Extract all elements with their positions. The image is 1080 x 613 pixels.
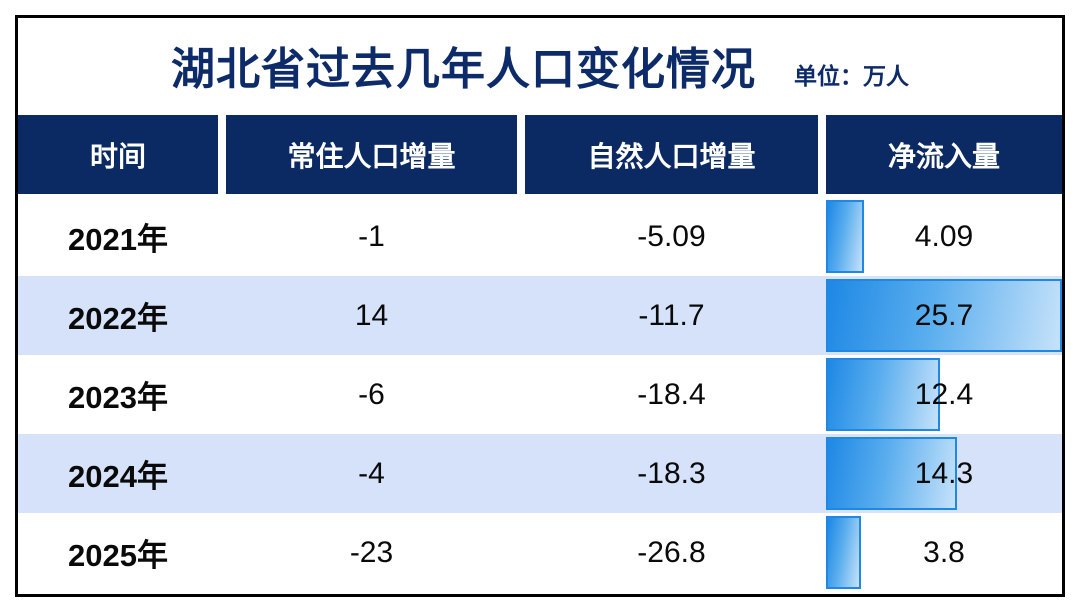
- column-header-resident-increment: 常住人口增量: [226, 115, 517, 194]
- resident-increment-cell: -6: [358, 377, 385, 411]
- net-inflow-bar: [826, 200, 864, 273]
- net-inflow-cell: 4.09: [826, 197, 1062, 276]
- net-inflow-value: 14.3: [914, 456, 974, 490]
- natural-increment-cell: -18.4: [637, 377, 706, 411]
- year-cell: 2025年: [68, 538, 168, 573]
- column-header-time: 时间: [18, 115, 218, 194]
- net-inflow-value: 12.4: [914, 377, 974, 411]
- net-inflow-bar: [826, 279, 1062, 352]
- table-row: 2022年 14 -11.7 25.7: [18, 276, 1062, 355]
- natural-increment-cell: -5.09: [637, 219, 706, 253]
- table-row: 2025年 -23 -26.8 3.8: [18, 513, 1062, 592]
- net-inflow-bar: [826, 437, 958, 510]
- net-inflow-cell: 14.3: [826, 434, 1062, 513]
- year-cell: 2022年: [68, 301, 168, 336]
- resident-increment-cell: -1: [358, 219, 385, 253]
- table-header-row: 时间 常住人口增量 自然人口增量 净流入量: [18, 115, 1062, 194]
- natural-increment-cell: -18.3: [637, 456, 706, 490]
- year-cell: 2024年: [68, 459, 168, 494]
- title-row: 湖北省过去几年人口变化情况 单位：万人: [18, 18, 1062, 115]
- year-cell: 2021年: [68, 222, 168, 257]
- net-inflow-value: 25.7: [914, 298, 974, 332]
- net-inflow-bar: [826, 516, 861, 589]
- table-body: 2021年 -1 -5.09 4.09 2022年 14 -11.7 25.7 …: [18, 197, 1062, 592]
- table-row: 2024年 -4 -18.3 14.3: [18, 434, 1062, 513]
- table-row: 2021年 -1 -5.09 4.09: [18, 197, 1062, 276]
- column-header-net-inflow: 净流入量: [826, 115, 1062, 194]
- table-card: 湖北省过去几年人口变化情况 单位：万人 时间 常住人口增量 自然人口增量 净流入…: [15, 15, 1065, 597]
- net-inflow-value: 4.09: [914, 219, 974, 253]
- resident-increment-cell: -23: [349, 535, 394, 569]
- natural-increment-cell: -26.8: [637, 535, 706, 569]
- net-inflow-cell: 25.7: [826, 276, 1062, 355]
- net-inflow-bar: [826, 358, 940, 431]
- resident-increment-cell: 14: [354, 298, 389, 332]
- net-inflow-cell: 3.8: [826, 513, 1062, 592]
- unit-label: 单位：万人: [794, 63, 909, 89]
- year-cell: 2023年: [68, 380, 168, 415]
- resident-increment-cell: -4: [358, 456, 385, 490]
- natural-increment-cell: -11.7: [638, 298, 705, 332]
- column-header-natural-increment: 自然人口增量: [525, 115, 818, 194]
- table-row: 2023年 -6 -18.4 12.4: [18, 355, 1062, 434]
- net-inflow-cell: 12.4: [826, 355, 1062, 434]
- page-title: 湖北省过去几年人口变化情况: [171, 45, 756, 94]
- net-inflow-value: 3.8: [923, 535, 965, 569]
